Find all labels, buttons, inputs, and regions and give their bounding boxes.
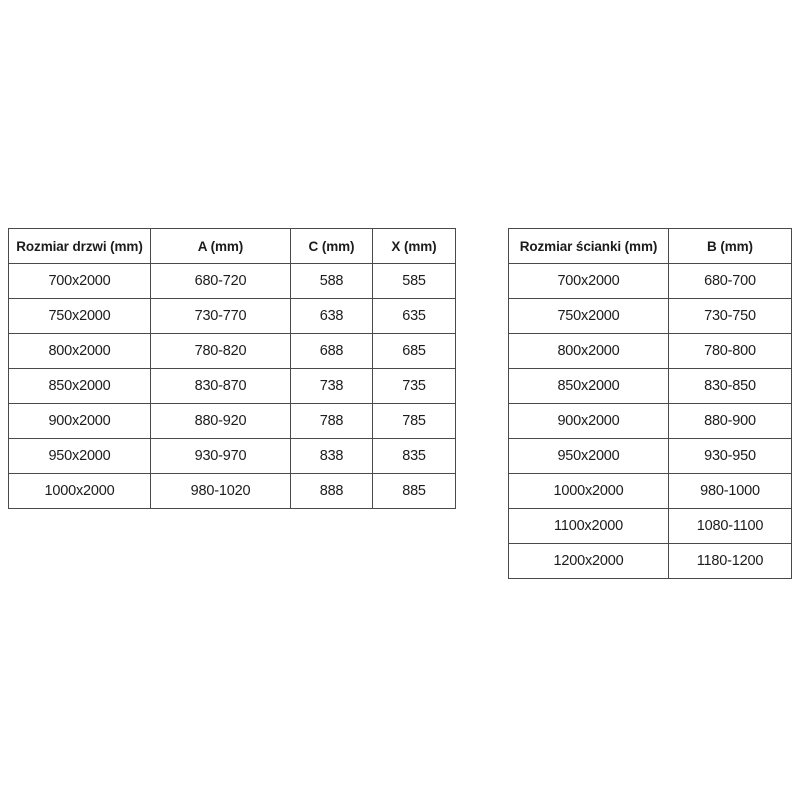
column-header-door-size: Rozmiar drzwi (mm) [8, 228, 151, 264]
cell-x: 835 [372, 438, 456, 474]
table-row: 750x2000 730-750 [508, 298, 792, 334]
cell-x: 685 [372, 333, 456, 369]
cell-door-size: 850x2000 [8, 368, 151, 404]
cell-a: 730-770 [150, 298, 291, 334]
column-header-wall-size: Rozmiar ścianki (mm) [508, 228, 669, 264]
cell-wall-size: 900x2000 [508, 403, 669, 439]
cell-b: 1080-1100 [668, 508, 792, 544]
cell-door-size: 950x2000 [8, 438, 151, 474]
table-row: 1200x2000 1180-1200 [508, 543, 792, 579]
cell-door-size: 750x2000 [8, 298, 151, 334]
cell-b: 1180-1200 [668, 543, 792, 579]
cell-door-size: 800x2000 [8, 333, 151, 369]
cell-a: 680-720 [150, 263, 291, 299]
table-row: 950x2000 930-950 [508, 438, 792, 474]
cell-c: 888 [290, 473, 373, 509]
table-row: 1000x2000 980-1020 888 885 [8, 473, 456, 509]
cell-wall-size: 1200x2000 [508, 543, 669, 579]
table-row: 800x2000 780-800 [508, 333, 792, 369]
cell-b: 980-1000 [668, 473, 792, 509]
cell-c: 738 [290, 368, 373, 404]
cell-b: 930-950 [668, 438, 792, 474]
wall-panel-size-table: Rozmiar ścianki (mm) B (mm) 700x2000 680… [508, 228, 792, 579]
table-row: 1100x2000 1080-1100 [508, 508, 792, 544]
cell-a: 980-1020 [150, 473, 291, 509]
cell-door-size: 900x2000 [8, 403, 151, 439]
cell-x: 885 [372, 473, 456, 509]
column-header-c: C (mm) [290, 228, 373, 264]
table-row: 700x2000 680-700 [508, 263, 792, 299]
cell-wall-size: 800x2000 [508, 333, 669, 369]
cell-x: 735 [372, 368, 456, 404]
cell-a: 830-870 [150, 368, 291, 404]
cell-wall-size: 850x2000 [508, 368, 669, 404]
table-row: 950x2000 930-970 838 835 [8, 438, 456, 474]
cell-wall-size: 1000x2000 [508, 473, 669, 509]
cell-c: 688 [290, 333, 373, 369]
table-row: 750x2000 730-770 638 635 [8, 298, 456, 334]
cell-x: 635 [372, 298, 456, 334]
door-size-table: Rozmiar drzwi (mm) A (mm) C (mm) X (mm) … [8, 228, 456, 509]
cell-wall-size: 700x2000 [508, 263, 669, 299]
cell-x: 785 [372, 403, 456, 439]
cell-wall-size: 950x2000 [508, 438, 669, 474]
cell-b: 830-850 [668, 368, 792, 404]
cell-b: 880-900 [668, 403, 792, 439]
table-header-row: Rozmiar ścianki (mm) B (mm) [508, 228, 792, 264]
table-row: 900x2000 880-920 788 785 [8, 403, 456, 439]
cell-door-size: 1000x2000 [8, 473, 151, 509]
cell-c: 588 [290, 263, 373, 299]
table-row: 850x2000 830-870 738 735 [8, 368, 456, 404]
cell-a: 930-970 [150, 438, 291, 474]
column-header-x: X (mm) [372, 228, 456, 264]
cell-a: 780-820 [150, 333, 291, 369]
table-header-row: Rozmiar drzwi (mm) A (mm) C (mm) X (mm) [8, 228, 456, 264]
cell-b: 780-800 [668, 333, 792, 369]
cell-wall-size: 1100x2000 [508, 508, 669, 544]
cell-c: 788 [290, 403, 373, 439]
cell-c: 838 [290, 438, 373, 474]
table-row: 850x2000 830-850 [508, 368, 792, 404]
cell-x: 585 [372, 263, 456, 299]
column-header-b: B (mm) [668, 228, 792, 264]
cell-a: 880-920 [150, 403, 291, 439]
table-row: 1000x2000 980-1000 [508, 473, 792, 509]
cell-c: 638 [290, 298, 373, 334]
cell-wall-size: 750x2000 [508, 298, 669, 334]
cell-b: 680-700 [668, 263, 792, 299]
cell-b: 730-750 [668, 298, 792, 334]
table-row: 700x2000 680-720 588 585 [8, 263, 456, 299]
column-header-a: A (mm) [150, 228, 291, 264]
table-row: 900x2000 880-900 [508, 403, 792, 439]
table-row: 800x2000 780-820 688 685 [8, 333, 456, 369]
cell-door-size: 700x2000 [8, 263, 151, 299]
